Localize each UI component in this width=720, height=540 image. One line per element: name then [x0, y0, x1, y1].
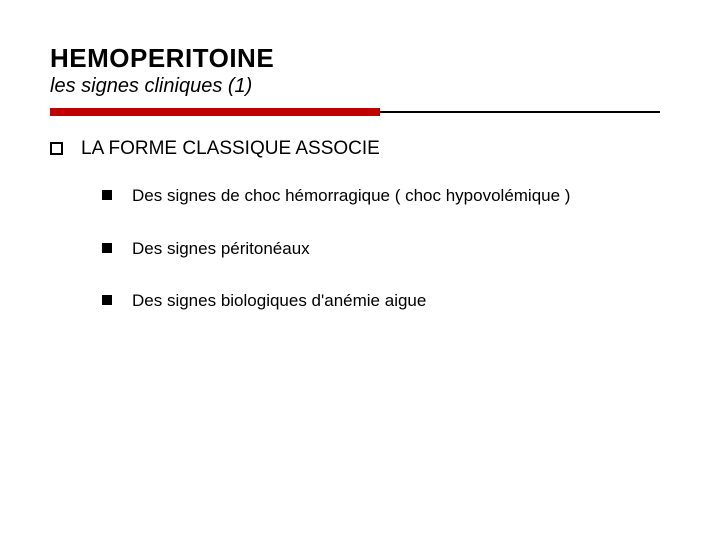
underline-thin-bar [380, 111, 660, 113]
open-square-bullet-icon [50, 142, 63, 155]
filled-square-bullet-icon [102, 243, 112, 253]
slide-body: LA FORME CLASSIQUE ASSOCIE Des signes de… [50, 138, 670, 312]
filled-square-bullet-icon [102, 295, 112, 305]
list-item: Des signes de choc hémorragique ( choc h… [102, 186, 670, 206]
sub-list: Des signes de choc hémorragique ( choc h… [102, 186, 670, 311]
title-underline [50, 108, 660, 116]
list-item: LA FORME CLASSIQUE ASSOCIE [50, 138, 670, 161]
list-item-label: Des signes biologiques d'anémie aigue [132, 291, 426, 311]
page-subtitle: les signes cliniques (1) [50, 75, 670, 98]
list-item: Des signes péritonéaux [102, 239, 670, 259]
page-title: HEMOPERITOINE [50, 44, 670, 73]
slide: HEMOPERITOINE les signes cliniques (1) L… [0, 0, 720, 540]
filled-square-bullet-icon [102, 190, 112, 200]
underline-accent-bar [50, 108, 380, 116]
list-item: Des signes biologiques d'anémie aigue [102, 291, 670, 311]
list-item-label: LA FORME CLASSIQUE ASSOCIE [81, 138, 380, 161]
list-item-label: Des signes péritonéaux [132, 239, 310, 259]
list-item-label: Des signes de choc hémorragique ( choc h… [132, 186, 570, 206]
